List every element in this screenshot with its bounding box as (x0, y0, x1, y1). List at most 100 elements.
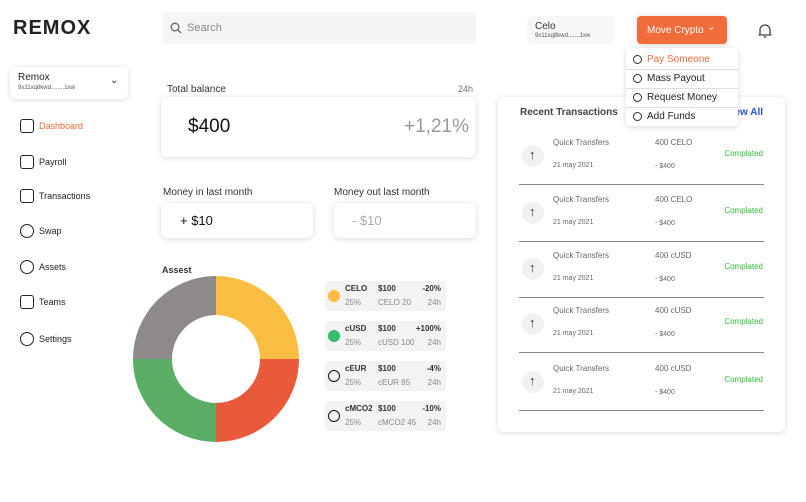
assets-donut (133, 276, 299, 442)
nav-label: Payroll (39, 157, 67, 167)
asset-holding: cEUR 85 (378, 378, 411, 387)
search-icon (170, 22, 182, 34)
arrow-badge (522, 202, 544, 224)
asset-change: +100% (415, 324, 441, 333)
period: 24h (458, 84, 474, 94)
tx-fiat: - $400 (655, 331, 675, 338)
nav-label: Transactions (39, 191, 91, 201)
tx-title: Quick Transfers (553, 138, 610, 147)
nav-item[interactable]: Transactions (18, 187, 128, 205)
asset-icon (328, 290, 340, 302)
nav-item[interactable]: Settings (18, 330, 128, 348)
asset-period: 24h (427, 418, 441, 427)
nav-item[interactable]: Swap (18, 222, 128, 240)
asset-period: 24h (427, 378, 441, 387)
menu-icon (633, 93, 642, 102)
arrow-icon: ↑ (529, 204, 536, 219)
asset-symbol: CELO (345, 284, 368, 293)
panel-title: Recent Transactions (520, 107, 618, 118)
arrow-icon: ↑ (529, 260, 536, 275)
tx-amount: 400 cUSD (655, 364, 692, 373)
asset-share: 25% (345, 298, 362, 307)
menu-label: Request Money (647, 92, 718, 103)
arrow-badge (522, 313, 544, 335)
dropdown-menu: Pay Someone Mass Payout Request Money Add F… (626, 48, 738, 126)
nav-icon (20, 189, 34, 203)
balance-value: $400 (188, 116, 231, 137)
view-all-link[interactable]: View All (725, 107, 763, 118)
nav-item[interactable]: Assets (18, 258, 128, 276)
donut-segment (133, 359, 216, 442)
wallet-address: 9x11xq8kwd........1xw (18, 85, 75, 91)
money-in-value: + $10 (180, 213, 213, 228)
tx-status: Complated (724, 149, 763, 158)
donut-segment (216, 276, 299, 359)
nav-icon (20, 119, 34, 133)
tx-date: 21 may 2021 (553, 162, 594, 169)
arrow-icon: ↑ (529, 373, 536, 388)
asset-holding: CELO 20 (378, 298, 411, 307)
asset-change: -20% (422, 284, 441, 293)
tx-amount: 400 CELO (655, 138, 693, 147)
asset-change: -4% (426, 364, 441, 373)
money-in-label: Money in last month (163, 187, 253, 198)
asset-symbol: cMCO2 (345, 404, 373, 413)
donut-segment (133, 276, 216, 359)
donut-segment (216, 359, 299, 442)
total-balance-label: Total balance (167, 84, 226, 95)
tx-amount: 400 CELO (655, 195, 693, 204)
account-box[interactable]: Celo 9x11xq8kwd.......1xw (527, 16, 615, 44)
nav-item[interactable]: Teams (18, 293, 128, 311)
wallet-name: Remox (18, 72, 50, 83)
chevron: ⌄ (110, 75, 119, 86)
recent-transactions-panel: Recent Transactions View All ↑ Quick Tran… (498, 97, 785, 432)
menu-label: Pay Someone (647, 54, 710, 65)
asset-change: -10% (422, 404, 441, 413)
tx-amount: 400 cUSD (655, 251, 692, 260)
nav-item[interactable]: Payroll (18, 153, 128, 171)
nav-label: Dashboard (39, 121, 84, 131)
asset-price: $100 (378, 364, 396, 373)
tx-fiat: - $400 (655, 276, 675, 283)
move-crypto-button[interactable]: Move Crypto ⌄ (637, 16, 727, 44)
asset-symbol: cUSD (345, 324, 367, 333)
arrow-icon: ↑ (529, 147, 536, 162)
wallet-selector[interactable]: Remox 9x11xq8kwd........1xw ⌄ (10, 67, 128, 99)
asset-period: 24h (427, 338, 441, 347)
tx-date: 21 may 2021 (553, 330, 594, 337)
tx-date: 21 may 2021 (553, 388, 594, 395)
tx-fiat: - $400 (655, 220, 675, 227)
tx-status: Complated (724, 206, 763, 215)
menu-item[interactable]: Pay Someone (626, 51, 738, 70)
nav-item[interactable]: Dashboard (18, 117, 128, 135)
button-label: Move Crypto (647, 25, 704, 36)
tx-amount: 400 cUSD (655, 306, 692, 315)
search-placeholder: Search (187, 22, 222, 34)
menu-item[interactable]: Add Funds (626, 108, 738, 126)
search-bar[interactable]: Search (162, 12, 476, 44)
nav-label: Assets (39, 262, 67, 272)
nav-label: Swap (39, 226, 62, 236)
money-out-label: Money out last month (334, 187, 430, 198)
notification-bell[interactable] (757, 23, 773, 39)
menu-item[interactable]: Mass Payout (626, 70, 738, 89)
asset-card: CELO $100 -20% 25% CELO 20 24h (325, 281, 446, 311)
assets-title: Assest (162, 265, 192, 275)
tx-date: 21 may 2021 (553, 219, 594, 226)
menu-item[interactable]: Request Money (626, 89, 738, 108)
asset-card: cEUR $100 -4% 25% cEUR 85 24h (325, 361, 446, 391)
asset-icon (328, 410, 340, 422)
asset-price: $100 (378, 404, 396, 413)
account-address: 9x11xq8kwd.......1xw (535, 33, 591, 39)
asset-card: cMCO2 $100 -10% 25% cMCO2 45 24h (325, 401, 446, 431)
balance-change: +1,21% (404, 116, 469, 137)
chevron: ⌄ (707, 22, 716, 33)
asset-icon (328, 370, 340, 382)
tx-title: Quick Transfers (553, 364, 610, 373)
nav-icon (20, 332, 34, 346)
tx-fiat: - $400 (655, 389, 675, 396)
account-name: Celo (535, 21, 556, 32)
nav-icon (20, 260, 34, 274)
asset-share: 25% (345, 378, 362, 387)
